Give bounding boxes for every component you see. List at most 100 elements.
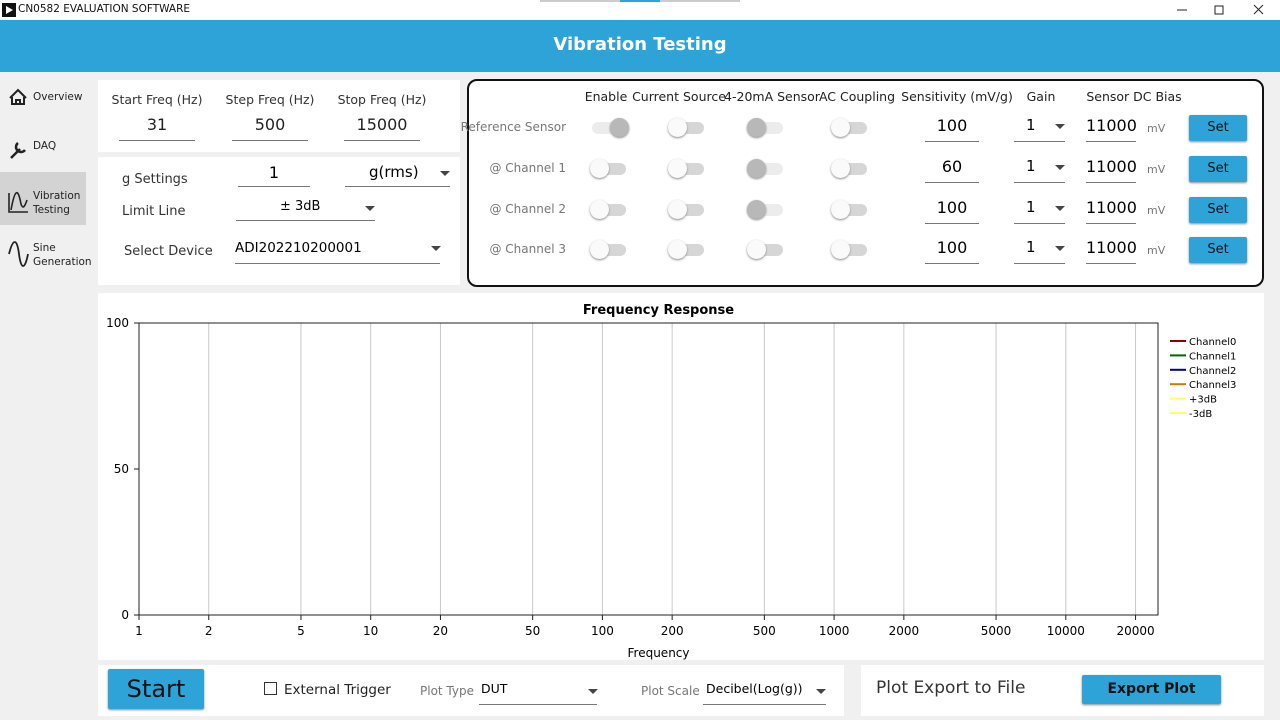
bias-unit: mV xyxy=(1147,122,1166,135)
bias-input[interactable]: 11000 xyxy=(1086,116,1137,142)
chart-title: Frequency Response xyxy=(583,303,734,318)
row-label: @ Channel 2 xyxy=(489,202,566,216)
limit-caret xyxy=(365,206,375,211)
column-header: AC Coupling xyxy=(818,89,896,104)
bias-input[interactable]: 11000 xyxy=(1086,157,1137,183)
freq-label: Start Freq (Hz) xyxy=(111,92,203,107)
legend-label: Channel0 xyxy=(1189,337,1236,348)
overview-icon xyxy=(9,88,27,105)
plot-scale-caret xyxy=(816,689,826,694)
export-button[interactable]: Export Plot xyxy=(1082,675,1221,704)
plot-frame xyxy=(138,322,1159,616)
set-button[interactable]: Set xyxy=(1189,115,1247,141)
limit-label: Limit Line xyxy=(122,204,186,219)
toggle-knob xyxy=(668,240,687,259)
limit-select[interactable]: ± 3dB xyxy=(236,199,375,221)
set-button[interactable]: Set xyxy=(1189,156,1247,182)
freq-input[interactable]: 500 xyxy=(232,115,308,141)
x-tick-label: 10000 xyxy=(1047,624,1085,638)
sensitivity-input[interactable]: 100 xyxy=(925,116,979,142)
gain-select[interactable]: 1 xyxy=(1014,198,1065,224)
gain-select[interactable]: 1 xyxy=(1014,238,1065,264)
row-label: @ Channel 1 xyxy=(489,161,566,175)
toggle-knob xyxy=(747,240,766,259)
x-tick-label: 100 xyxy=(591,624,614,638)
x-tick-label: 200 xyxy=(661,624,684,638)
set-button[interactable]: Set xyxy=(1189,237,1247,263)
freq-label: Stop Freq (Hz) xyxy=(337,92,427,107)
gain-caret xyxy=(1055,165,1065,170)
trigger-checkbox[interactable] xyxy=(264,682,277,695)
set-button[interactable]: Set xyxy=(1189,197,1247,223)
plot-scale-label: Plot Scale xyxy=(641,684,700,698)
x-tick-label: 10 xyxy=(363,624,378,638)
g-input[interactable]: 1 xyxy=(238,163,310,187)
column-header: Current Source xyxy=(632,89,726,104)
start-button[interactable]: Start xyxy=(108,669,204,709)
g-caret xyxy=(440,171,450,176)
controls-panel xyxy=(98,665,844,716)
column-header: Gain xyxy=(1026,89,1056,104)
sensor-panel xyxy=(467,79,1264,287)
g-unit[interactable]: g(rms) xyxy=(345,163,450,187)
bias-unit: mV xyxy=(1147,163,1166,176)
nav-icons xyxy=(8,88,29,267)
restore-button[interactable] xyxy=(1214,5,1224,15)
toggle-knob xyxy=(668,159,687,178)
window-title: CN0582 EVALUATION SOFTWARE xyxy=(18,3,191,15)
toggle-knob xyxy=(610,118,629,137)
legend-label: Channel3 xyxy=(1189,380,1236,391)
x-tick-label: 50 xyxy=(525,624,540,638)
row-label: @ Channel 3 xyxy=(489,242,566,256)
legend-label: Channel2 xyxy=(1189,366,1236,377)
toggle-knob xyxy=(831,118,850,137)
column-header: Enable xyxy=(584,89,628,104)
nav-item[interactable]: DAQ xyxy=(33,140,57,152)
sensitivity-input[interactable]: 100 xyxy=(925,198,979,224)
bias-input[interactable]: 11000 xyxy=(1086,238,1137,264)
device-caret xyxy=(431,246,441,251)
toggle-knob xyxy=(831,200,850,219)
nav-item[interactable]: Vibration Testing xyxy=(33,190,81,216)
daq-icon xyxy=(10,142,26,159)
x-tick-label: 2 xyxy=(205,624,213,638)
legend-label: Channel1 xyxy=(1189,351,1236,362)
column-header: Sensor DC Bias xyxy=(1086,89,1182,104)
nav-item[interactable]: Overview xyxy=(33,91,83,103)
plot-scale-select[interactable]: Decibel(Log(g)) xyxy=(703,681,826,705)
device-select[interactable]: ADI202210200001 xyxy=(235,240,440,264)
toggle-knob xyxy=(590,200,609,219)
nav-item[interactable]: Sine Generation xyxy=(33,242,92,268)
close-button[interactable] xyxy=(1253,4,1264,15)
bias-unit: mV xyxy=(1147,244,1166,257)
chart-panel xyxy=(98,293,1264,660)
x-tick-label: 20 xyxy=(433,624,448,638)
x-tick-label: 20000 xyxy=(1116,624,1154,638)
title-bar xyxy=(0,0,1280,20)
g-label: g Settings xyxy=(122,172,188,187)
freq-input[interactable]: 15000 xyxy=(344,115,420,141)
vibration-icon xyxy=(8,191,28,213)
app-logo-mark xyxy=(6,6,13,14)
y-tick-label: 0 xyxy=(121,608,129,622)
toggle-knob xyxy=(747,118,766,137)
x-tick-label: 5 xyxy=(297,624,305,638)
trigger-label: External Trigger xyxy=(284,682,391,698)
sensitivity-input[interactable]: 100 xyxy=(925,238,979,264)
plot-type-select[interactable]: DUT xyxy=(479,681,597,705)
sensitivity-input[interactable]: 60 xyxy=(925,157,979,183)
y-tick-label: 50 xyxy=(114,462,129,476)
header-bar xyxy=(0,20,1280,72)
freq-input[interactable]: 31 xyxy=(119,115,195,141)
toggle-knob xyxy=(668,200,687,219)
bias-input[interactable]: 11000 xyxy=(1086,198,1137,224)
title-bar-bg xyxy=(0,0,1280,20)
gain-caret xyxy=(1055,124,1065,129)
freq-label: Step Freq (Hz) xyxy=(225,92,315,107)
header-title: Vibration Testing xyxy=(553,34,727,55)
gain-select[interactable]: 1 xyxy=(1014,116,1065,142)
toggle-knob xyxy=(747,159,766,178)
gain-select[interactable]: 1 xyxy=(1014,157,1065,183)
legend-label: -3dB xyxy=(1189,409,1212,420)
row-label: Reference Sensor xyxy=(460,120,566,134)
